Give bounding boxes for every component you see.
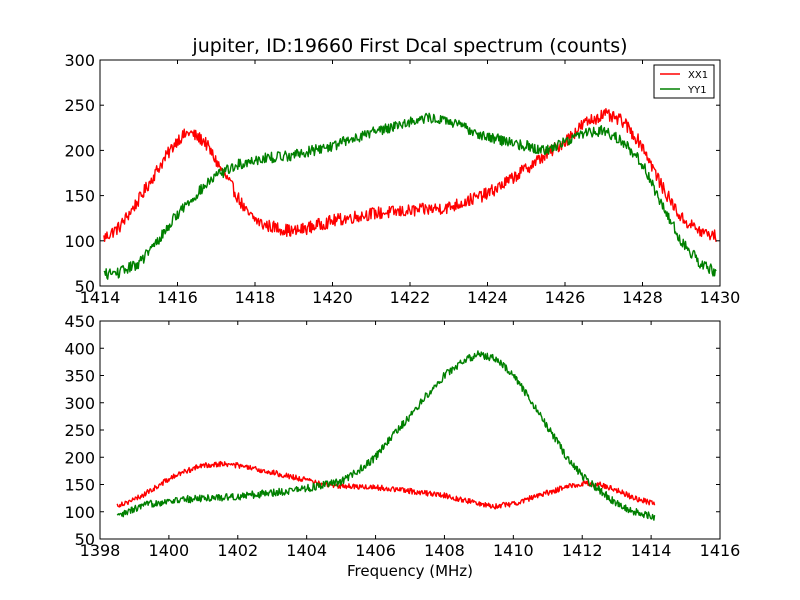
- x-tick-label: 1420: [312, 288, 353, 307]
- x-tick-label: 1410: [493, 541, 534, 560]
- subplot-bottom: 1398 1400 1402 1404 1406 1408 1410 1412 1414 1416…: [64, 312, 740, 580]
- legend-box: [653, 64, 715, 99]
- legend-label-yy1: YY1: [687, 85, 707, 96]
- x-tick-label: 1406: [355, 541, 396, 560]
- y-tick-label: 400: [64, 339, 95, 358]
- x-tick-label: 1402: [217, 541, 258, 560]
- series-line-xx1: [103, 108, 717, 242]
- x-tick-label: 1418: [235, 288, 276, 307]
- x-tick-label: 1414: [631, 541, 672, 560]
- x-tick-label: 1416: [700, 541, 741, 560]
- y-tick-label: 150: [64, 476, 95, 495]
- y-tick-label: 450: [64, 312, 95, 331]
- y-tick-label: 50: [75, 530, 95, 549]
- subplot-top: 1414 1416 1418 1420 1422 1424 1426 1428 1430 50 10…: [64, 35, 740, 307]
- y-tick-label: 200: [64, 141, 95, 160]
- y-tick-label: 100: [64, 232, 95, 251]
- x-tick-label: 1412: [562, 541, 603, 560]
- x-tick-label: 1430: [700, 288, 741, 307]
- x-tick-label: 1408: [424, 541, 465, 560]
- x-tick-label: 1414: [80, 288, 121, 307]
- x-tick-label: 1426: [545, 288, 586, 307]
- y-tick-label: 300: [64, 394, 95, 413]
- x-tick-label: 1400: [149, 541, 190, 560]
- series-group: [103, 108, 717, 280]
- plot-area: [100, 321, 720, 539]
- x-tick-label: 1424: [467, 288, 508, 307]
- x-tick-label: 1398: [80, 541, 121, 560]
- y-tick-label: 100: [64, 503, 95, 522]
- series-line-yy1: [116, 350, 656, 521]
- x-axis-label: Frequency (MHz): [347, 562, 473, 580]
- y-tick-label: 350: [64, 367, 95, 386]
- y-tick-label: 50: [75, 277, 95, 296]
- y-tick-label: 150: [64, 187, 95, 206]
- chart-title: jupiter, ID:19660 First Dcal spectrum (c…: [191, 35, 627, 57]
- y-tick-label: 200: [64, 448, 95, 467]
- y-tick-label: 250: [64, 96, 95, 115]
- series-line-xx1: [116, 460, 656, 510]
- legend-label-xx1: XX1: [688, 70, 708, 81]
- series-group: [116, 350, 656, 521]
- x-tick-label: 1416: [157, 288, 198, 307]
- y-tick-label: 250: [64, 421, 95, 440]
- y-tick-label: 300: [64, 51, 95, 70]
- x-tick-label: 1404: [286, 541, 327, 560]
- x-tick-label: 1428: [622, 288, 663, 307]
- series-line-yy1: [103, 112, 717, 280]
- x-tick-label: 1422: [390, 288, 431, 307]
- plot-area: [100, 60, 720, 286]
